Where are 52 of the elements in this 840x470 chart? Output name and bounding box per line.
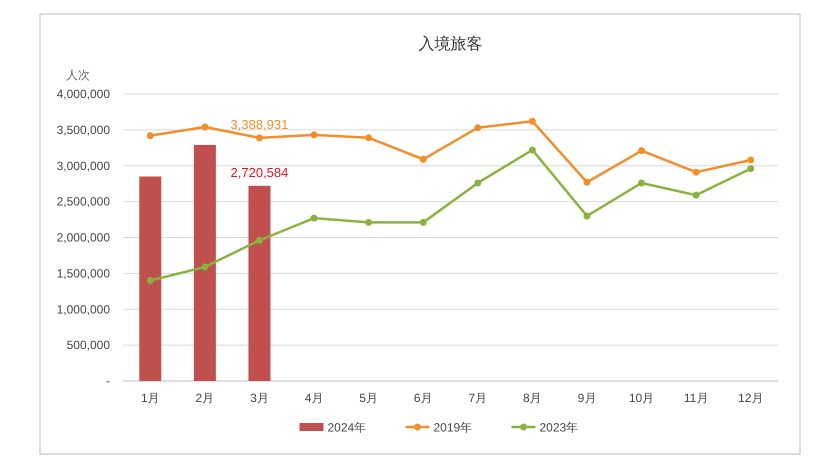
point xyxy=(692,168,700,176)
x-tick-label: 1月 xyxy=(140,391,160,405)
x-tick-label: 5月 xyxy=(359,391,378,405)
x-tick-label: 6月 xyxy=(414,391,433,405)
y-tick-label: 2,500,000 xyxy=(56,194,110,209)
y-tick-label: - xyxy=(106,374,110,388)
x-tick-label: 10月 xyxy=(628,391,654,405)
data-label: 2,720,584 xyxy=(230,164,288,180)
point xyxy=(310,131,318,138)
x-tick-label: 8月 xyxy=(523,391,542,405)
point xyxy=(146,132,154,140)
point xyxy=(474,124,482,132)
point xyxy=(256,134,263,142)
x-tick-label: 2月 xyxy=(196,391,214,405)
chart-title: 入境旅客 xyxy=(418,35,482,53)
point xyxy=(256,236,263,244)
legend-label: 2024年 xyxy=(328,420,366,434)
point xyxy=(583,212,590,220)
point xyxy=(474,179,482,186)
point xyxy=(528,118,536,125)
point xyxy=(310,214,318,222)
y-tick-label: 2,000,000 xyxy=(56,230,110,244)
point xyxy=(365,218,372,226)
y-tick-label: 1,000,000 xyxy=(56,302,110,316)
y-tick-label: 3,500,000 xyxy=(56,122,110,137)
legend-label: 2023年 xyxy=(540,420,578,434)
x-tick-label: 9月 xyxy=(578,391,596,405)
legend-label: 2019年 xyxy=(434,420,472,434)
y-tick-label: 4,000,000 xyxy=(56,87,110,101)
point xyxy=(420,218,427,226)
point xyxy=(747,156,754,164)
point xyxy=(638,179,646,186)
y-tick-label: 500,000 xyxy=(66,338,110,352)
point xyxy=(146,277,154,284)
point xyxy=(638,147,646,154)
data-label: 3,388,931 xyxy=(230,116,288,132)
x-tick-label: 11月 xyxy=(684,391,708,405)
x-tick-label: 4月 xyxy=(304,391,324,405)
y-axis-title: 人次 xyxy=(66,68,90,82)
point xyxy=(420,156,427,163)
point xyxy=(528,146,536,154)
y-tick-label: 1,500,000 xyxy=(56,266,110,280)
point xyxy=(365,134,372,142)
x-tick-label: 12月 xyxy=(738,391,764,405)
point xyxy=(201,124,208,131)
point xyxy=(747,165,754,172)
y-tick-label: 3,000,000 xyxy=(56,158,110,173)
point xyxy=(692,192,700,199)
x-tick-label: 7月 xyxy=(468,391,488,405)
x-tick-label: 3月 xyxy=(250,391,269,405)
point xyxy=(201,263,208,270)
point xyxy=(583,178,590,186)
